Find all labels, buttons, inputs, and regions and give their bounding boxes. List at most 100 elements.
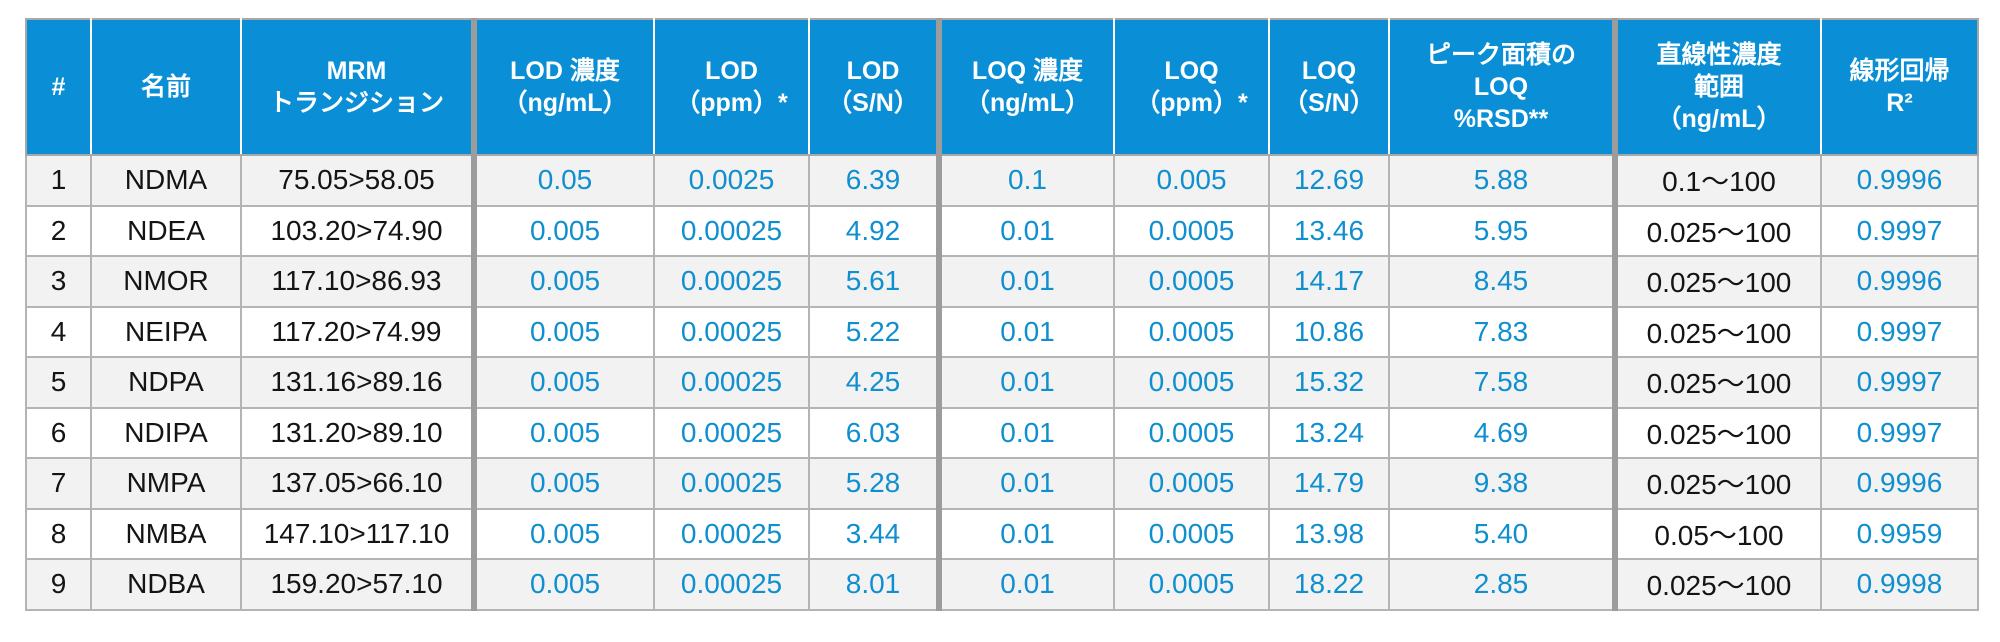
- index-cell: 5: [25, 356, 92, 409]
- loq-sn-cell: 18.22: [1268, 558, 1390, 611]
- mrm-transition-cell: 117.10>86.93: [240, 255, 475, 308]
- header-loq-rsd: ピーク面積の LOQ %RSD**: [1388, 18, 1616, 156]
- name-cell: NDMA: [90, 154, 242, 207]
- lod-ppm-cell: 0.00025: [653, 507, 810, 560]
- r2-cell: 0.9998: [1820, 558, 1979, 611]
- header-loq-sn: LOQ （S/N）: [1268, 18, 1390, 156]
- mrm-transition-cell: 75.05>58.05: [240, 154, 475, 207]
- lod-sn-cell: 5.61: [808, 255, 940, 308]
- loq-ppm-cell: 0.005: [1113, 154, 1270, 207]
- name-cell: NDPA: [90, 356, 242, 409]
- loq-concentration-cell: 0.01: [936, 457, 1115, 510]
- table-row: 1 NDMA 75.05>58.05 0.05 0.0025 6.39 0.1 0.005 12…: [25, 154, 1979, 207]
- loq-ppm-cell: 0.0005: [1113, 457, 1270, 510]
- index-cell: 9: [25, 558, 92, 611]
- header-lod-concentration: LOD 濃度 （ng/mL）: [471, 18, 655, 156]
- name-cell: NMOR: [90, 255, 242, 308]
- lod-concentration-cell: 0.005: [471, 457, 655, 510]
- lod-concentration-cell: 0.005: [471, 356, 655, 409]
- lod-ppm-cell: 0.00025: [653, 558, 810, 611]
- header-lod-ppm: LOD （ppm）*: [653, 18, 810, 156]
- mrm-transition-cell: 117.20>74.99: [240, 305, 475, 358]
- lod-sn-cell: 5.22: [808, 305, 940, 358]
- loq-concentration-cell: 0.01: [936, 204, 1115, 257]
- loq-ppm-cell: 0.0005: [1113, 305, 1270, 358]
- mrm-transition-cell: 159.20>57.10: [240, 558, 475, 611]
- header-mrm-transition: MRM トランジション: [240, 18, 475, 156]
- header-loq-ppm: LOQ （ppm）*: [1113, 18, 1270, 156]
- r2-cell: 0.9959: [1820, 507, 1979, 560]
- name-cell: NDBA: [90, 558, 242, 611]
- loq-rsd-cell: 7.83: [1388, 305, 1616, 358]
- loq-concentration-cell: 0.01: [936, 507, 1115, 560]
- r2-cell: 0.9997: [1820, 204, 1979, 257]
- mrm-transition-cell: 137.05>66.10: [240, 457, 475, 510]
- linearity-range-cell: 0.025～100: [1612, 204, 1822, 257]
- lod-ppm-cell: 0.00025: [653, 406, 810, 459]
- lod-sn-cell: 4.25: [808, 356, 940, 409]
- loq-sn-cell: 15.32: [1268, 356, 1390, 409]
- loq-sn-cell: 13.98: [1268, 507, 1390, 560]
- header-linear-regression-r2: 線形回帰 R²: [1820, 18, 1979, 156]
- loq-sn-cell: 10.86: [1268, 305, 1390, 358]
- linearity-range-cell: 0.025～100: [1612, 305, 1822, 358]
- lod-ppm-cell: 0.00025: [653, 204, 810, 257]
- mrm-transition-cell: 103.20>74.90: [240, 204, 475, 257]
- lod-concentration-cell: 0.005: [471, 204, 655, 257]
- lod-ppm-cell: 0.00025: [653, 457, 810, 510]
- loq-concentration-cell: 0.01: [936, 356, 1115, 409]
- table-row: 4 NEIPA 117.20>74.99 0.005 0.00025 5.22 0.01 0.…: [25, 305, 1979, 358]
- linearity-range-cell: 0.025～100: [1612, 255, 1822, 308]
- mrm-transition-cell: 147.10>117.10: [240, 507, 475, 560]
- results-table-container: # 名前 MRM トランジション LOD 濃度 （ng/mL） LOD （ppm…: [25, 18, 1979, 611]
- index-cell: 4: [25, 305, 92, 358]
- loq-concentration-cell: 0.01: [936, 255, 1115, 308]
- linearity-range-cell: 0.025～100: [1612, 356, 1822, 409]
- r2-cell: 0.9997: [1820, 356, 1979, 409]
- lod-concentration-cell: 0.005: [471, 558, 655, 611]
- loq-ppm-cell: 0.0005: [1113, 558, 1270, 611]
- lod-concentration-cell: 0.05: [471, 154, 655, 207]
- table-row: 7 NMPA 137.05>66.10 0.005 0.00025 5.28 0.01 0.0…: [25, 457, 1979, 510]
- header-loq-concentration: LOQ 濃度 （ng/mL）: [936, 18, 1115, 156]
- loq-concentration-cell: 0.01: [936, 305, 1115, 358]
- loq-ppm-cell: 0.0005: [1113, 255, 1270, 308]
- linearity-range-cell: 0.025～100: [1612, 558, 1822, 611]
- index-cell: 6: [25, 406, 92, 459]
- loq-sn-cell: 13.46: [1268, 204, 1390, 257]
- header-name: 名前: [90, 18, 242, 156]
- r2-cell: 0.9996: [1820, 457, 1979, 510]
- index-cell: 2: [25, 204, 92, 257]
- loq-sn-cell: 14.79: [1268, 457, 1390, 510]
- loq-rsd-cell: 9.38: [1388, 457, 1616, 510]
- table-body: 1 NDMA 75.05>58.05 0.05 0.0025 6.39 0.1 0.005 12…: [25, 154, 1979, 611]
- lod-concentration-cell: 0.005: [471, 305, 655, 358]
- r2-cell: 0.9997: [1820, 406, 1979, 459]
- lod-ppm-cell: 0.00025: [653, 255, 810, 308]
- mrm-transition-cell: 131.20>89.10: [240, 406, 475, 459]
- lod-ppm-cell: 0.0025: [653, 154, 810, 207]
- r2-cell: 0.9996: [1820, 154, 1979, 207]
- lod-ppm-cell: 0.00025: [653, 356, 810, 409]
- linearity-range-cell: 0.025～100: [1612, 406, 1822, 459]
- table-row: 5 NDPA 131.16>89.16 0.005 0.00025 4.25 0.01 0.0…: [25, 356, 1979, 409]
- lod-sn-cell: 5.28: [808, 457, 940, 510]
- loq-sn-cell: 12.69: [1268, 154, 1390, 207]
- loq-sn-cell: 13.24: [1268, 406, 1390, 459]
- r2-cell: 0.9996: [1820, 255, 1979, 308]
- loq-ppm-cell: 0.0005: [1113, 204, 1270, 257]
- name-cell: NDEA: [90, 204, 242, 257]
- loq-rsd-cell: 2.85: [1388, 558, 1616, 611]
- loq-ppm-cell: 0.0005: [1113, 356, 1270, 409]
- lod-concentration-cell: 0.005: [471, 507, 655, 560]
- loq-rsd-cell: 5.95: [1388, 204, 1616, 257]
- results-table: # 名前 MRM トランジション LOD 濃度 （ng/mL） LOD （ppm…: [25, 18, 1979, 611]
- linearity-range-cell: 0.1～100: [1612, 154, 1822, 207]
- name-cell: NMPA: [90, 457, 242, 510]
- table-row: 8 NMBA 147.10>117.10 0.005 0.00025 3.44 0.01 0.…: [25, 507, 1979, 560]
- loq-concentration-cell: 0.01: [936, 558, 1115, 611]
- table-row: 6 NDIPA 131.20>89.10 0.005 0.00025 6.03 0.01 0.…: [25, 406, 1979, 459]
- lod-concentration-cell: 0.005: [471, 255, 655, 308]
- loq-ppm-cell: 0.0005: [1113, 406, 1270, 459]
- name-cell: NEIPA: [90, 305, 242, 358]
